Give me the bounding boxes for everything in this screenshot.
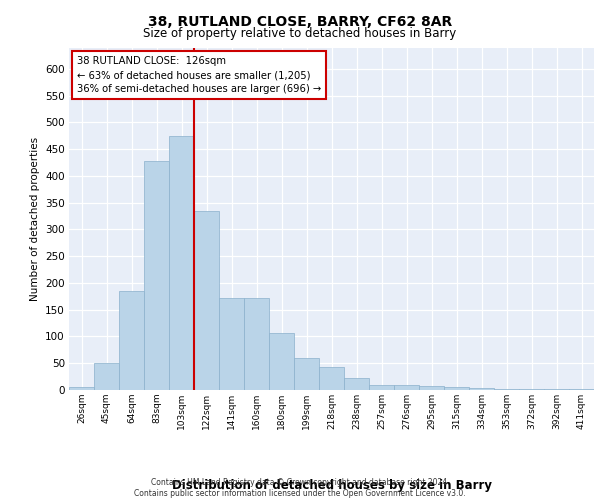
Bar	[419, 386, 444, 390]
Text: 38, RUTLAND CLOSE, BARRY, CF62 8AR: 38, RUTLAND CLOSE, BARRY, CF62 8AR	[148, 15, 452, 29]
Bar	[169, 136, 194, 390]
Bar	[294, 358, 319, 390]
Bar	[444, 388, 469, 390]
Bar	[244, 298, 269, 390]
Bar	[69, 388, 94, 390]
Bar	[144, 161, 169, 390]
Bar	[219, 298, 244, 390]
Text: Contains HM Land Registry data © Crown copyright and database right 2024.
Contai: Contains HM Land Registry data © Crown c…	[134, 478, 466, 498]
Bar	[119, 291, 144, 390]
Bar	[394, 384, 419, 390]
Y-axis label: Number of detached properties: Number of detached properties	[29, 136, 40, 301]
Bar	[269, 332, 294, 390]
Bar	[344, 378, 369, 390]
Bar	[369, 384, 394, 390]
Bar	[469, 388, 494, 390]
Bar	[94, 363, 119, 390]
X-axis label: Distribution of detached houses by size in Barry: Distribution of detached houses by size …	[172, 479, 491, 492]
Bar	[194, 210, 219, 390]
Text: Size of property relative to detached houses in Barry: Size of property relative to detached ho…	[143, 28, 457, 40]
Bar	[319, 367, 344, 390]
Text: 38 RUTLAND CLOSE:  126sqm
← 63% of detached houses are smaller (1,205)
36% of se: 38 RUTLAND CLOSE: 126sqm ← 63% of detach…	[77, 56, 321, 94]
Bar	[494, 389, 519, 390]
